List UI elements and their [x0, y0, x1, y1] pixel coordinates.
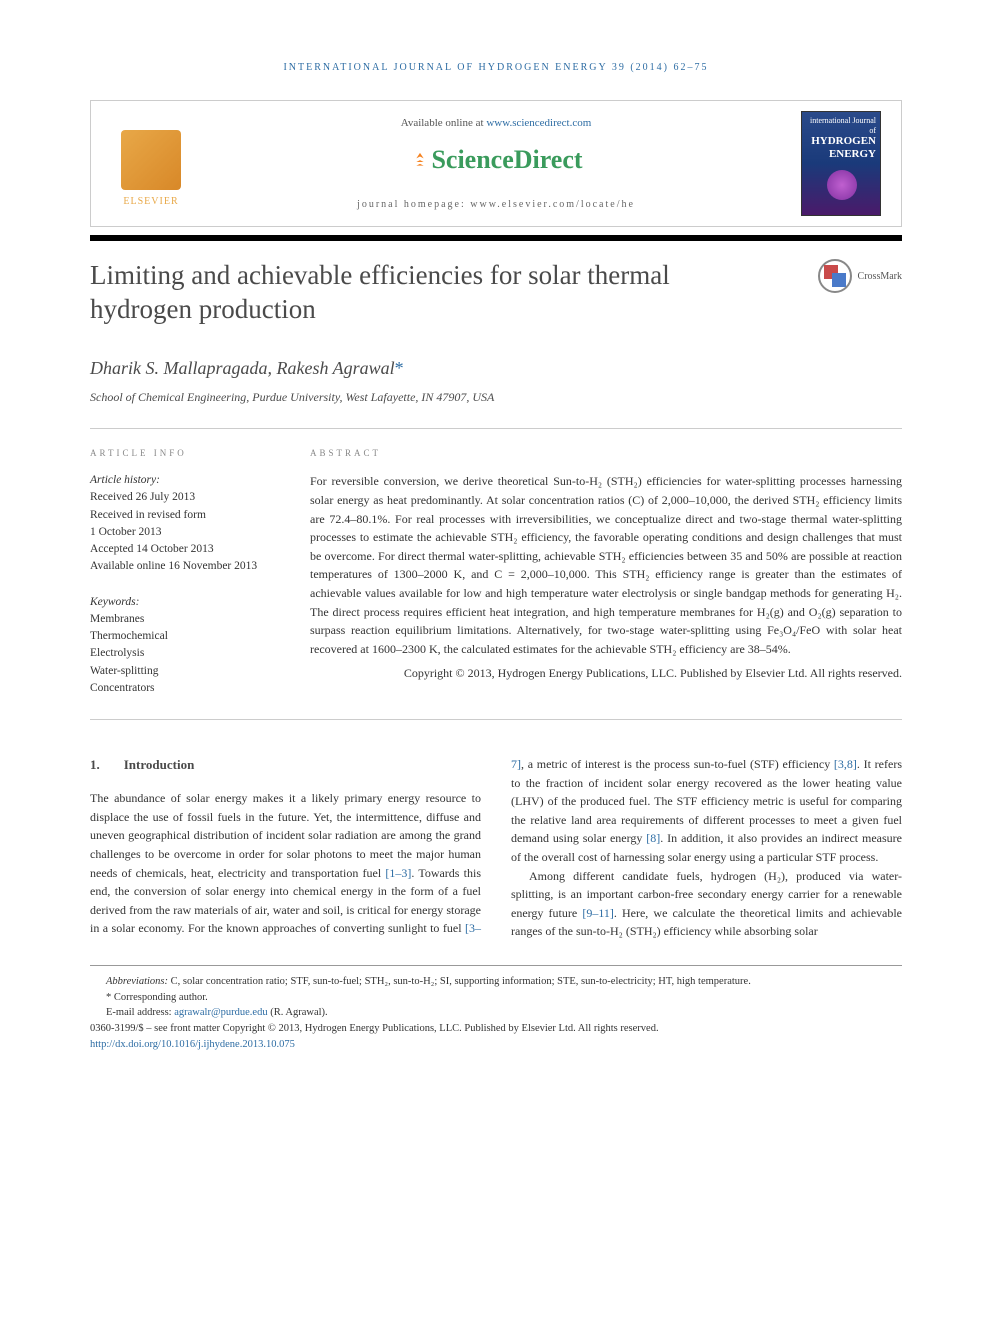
- received-date: Received 26 July 2013: [90, 489, 280, 506]
- elsevier-logo[interactable]: ELSEVIER: [111, 119, 191, 209]
- citation-link[interactable]: [8]: [646, 831, 660, 845]
- elsevier-label: ELSEVIER: [123, 194, 178, 209]
- center-header: Available online at www.sciencedirect.co…: [191, 115, 801, 212]
- divider: [90, 428, 902, 429]
- email-link[interactable]: agrawalr@purdue.edu: [174, 1007, 267, 1018]
- section-heading: 1. Introduction: [90, 755, 481, 775]
- homepage-label: journal homepage:: [357, 199, 470, 210]
- cover-line1: international Journal of: [806, 116, 876, 135]
- email-line: E-mail address: agrawalr@purdue.edu (R. …: [90, 1005, 902, 1021]
- section-title: Introduction: [124, 757, 195, 772]
- sciencedirect-logo[interactable]: ScienceDirect: [191, 140, 801, 179]
- abbreviations: Abbreviations: C, solar concentration ra…: [90, 974, 902, 990]
- crossmark-badge[interactable]: CrossMark: [818, 259, 902, 293]
- accepted-date: Accepted 14 October 2013: [90, 541, 280, 558]
- journal-homepage: journal homepage: www.elsevier.com/locat…: [191, 197, 801, 212]
- authors: Dharik S. Mallapragada, Rakesh Agrawal*: [90, 355, 902, 382]
- elsevier-tree-icon: [121, 130, 181, 190]
- article-info: ARTICLE INFO Article history: Received 2…: [90, 447, 280, 698]
- doi-link[interactable]: http://dx.doi.org/10.1016/j.ijhydene.201…: [90, 1039, 295, 1050]
- keyword: Membranes: [90, 611, 280, 628]
- header-box: ELSEVIER Available online at www.science…: [90, 100, 902, 227]
- abstract-heading: ABSTRACT: [310, 447, 902, 461]
- revised-line2: 1 October 2013: [90, 524, 280, 541]
- cover-line2: HYDROGEN: [806, 135, 876, 148]
- corresponding-note: * Corresponding author.: [90, 990, 902, 1006]
- cover-text: international Journal of HYDROGEN ENERGY: [802, 112, 880, 166]
- online-date: Available online 16 November 2013: [90, 558, 280, 575]
- history-label: Article history:: [90, 472, 280, 489]
- doi-line: http://dx.doi.org/10.1016/j.ijhydene.201…: [90, 1037, 902, 1053]
- separator-bar: [90, 235, 902, 241]
- divider: [90, 719, 902, 720]
- body-text: 1.Introduction The abundance of solar en…: [90, 755, 902, 941]
- journal-reference: INTERNATIONAL JOURNAL OF HYDROGEN ENERGY…: [90, 60, 902, 75]
- copyright: Copyright © 2013, Hydrogen Energy Public…: [310, 664, 902, 683]
- keywords-label: Keywords:: [90, 594, 280, 611]
- footnotes: Abbreviations: C, solar concentration ra…: [90, 965, 902, 1053]
- author-names: Dharik S. Mallapragada, Rakesh Agrawal: [90, 358, 395, 378]
- sciencedirect-text: ScienceDirect: [431, 145, 582, 174]
- section-number: 1.: [90, 757, 100, 772]
- affiliation: School of Chemical Engineering, Purdue U…: [90, 388, 902, 406]
- cover-line3: ENERGY: [806, 148, 876, 161]
- abbrev-text: C, solar concentration ratio; STF, sun-t…: [168, 976, 751, 987]
- issn-line: 0360-3199/$ – see front matter Copyright…: [90, 1021, 902, 1037]
- text-run: metric of interest is the process sun-to…: [537, 757, 834, 771]
- info-heading: ARTICLE INFO: [90, 447, 280, 461]
- paragraph: Among different candidate fuels, hydroge…: [511, 867, 902, 941]
- homepage-url[interactable]: www.elsevier.com/locate/he: [470, 199, 635, 210]
- citation-link[interactable]: [3,8]: [834, 757, 857, 771]
- keyword: Water-splitting: [90, 663, 280, 680]
- abbrev-label: Abbreviations:: [106, 976, 168, 987]
- available-online: Available online at www.sciencedirect.co…: [191, 115, 801, 132]
- email-label: E-mail address:: [106, 1007, 174, 1018]
- journal-cover[interactable]: international Journal of HYDROGEN ENERGY: [801, 111, 881, 216]
- sciencedirect-url[interactable]: www.sciencedirect.com: [486, 117, 591, 129]
- revised-line1: Received in revised form: [90, 507, 280, 524]
- abstract-text: For reversible conversion, we derive the…: [310, 472, 902, 658]
- abstract: ABSTRACT For reversible conversion, we d…: [310, 447, 902, 698]
- keyword: Electrolysis: [90, 645, 280, 662]
- email-suffix: (R. Agrawal).: [268, 1007, 328, 1018]
- keyword: Concentrators: [90, 680, 280, 697]
- keyword: Thermochemical: [90, 628, 280, 645]
- article-title: Limiting and achievable efficiencies for…: [90, 259, 730, 327]
- citation-link[interactable]: [9–11]: [582, 906, 614, 920]
- crossmark-icon: [818, 259, 852, 293]
- corresponding-star: *: [395, 358, 404, 378]
- available-label: Available online at: [401, 117, 487, 129]
- citation-link[interactable]: [1–3]: [385, 866, 411, 880]
- crossmark-label: CrossMark: [858, 269, 902, 284]
- cover-graphic-icon: [827, 170, 857, 200]
- text-run: , a: [521, 757, 533, 771]
- sciencedirect-icon: [409, 151, 431, 173]
